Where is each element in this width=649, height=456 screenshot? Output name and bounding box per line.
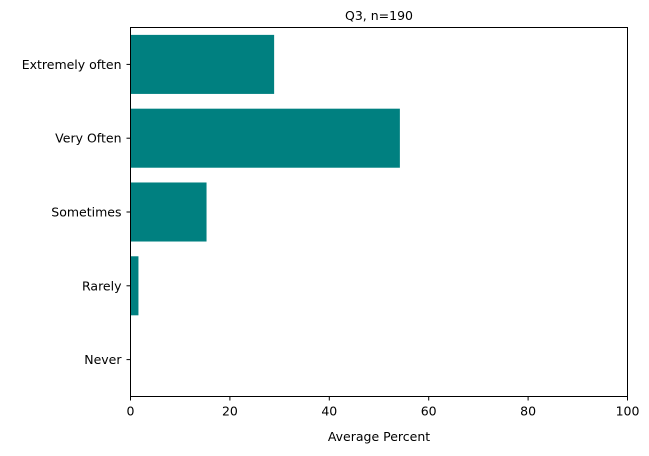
- chart-title: Q3, n=190: [345, 8, 413, 23]
- x-tick-label-20: 20: [222, 404, 238, 419]
- y-tick-label-never: Never: [84, 352, 122, 367]
- bar-very-often: [130, 108, 400, 168]
- y-tick-label-rarely: Rarely: [82, 278, 122, 293]
- y-tick-label-sometimes: Sometimes: [51, 205, 121, 220]
- bar-sometimes: [130, 182, 207, 242]
- y-tick-label-very-often: Very Often: [55, 131, 121, 146]
- x-axis: 0 20 40 60 80 100: [127, 396, 640, 419]
- bar-extremely-often: [130, 34, 275, 94]
- y-axis: Extremely often Very Often Sometimes Rarely…: [22, 57, 131, 367]
- y-tick-label-extremely-often: Extremely often: [22, 57, 122, 72]
- x-axis-title: Average Percent: [328, 429, 430, 444]
- x-tick-label-40: 40: [321, 404, 337, 419]
- x-tick-label-60: 60: [421, 404, 437, 419]
- x-tick-label-100: 100: [616, 404, 640, 419]
- x-tick-label-80: 80: [520, 404, 536, 419]
- bar-rarely: [130, 256, 139, 316]
- x-tick-label-0: 0: [127, 404, 135, 419]
- bars-group: [130, 34, 400, 316]
